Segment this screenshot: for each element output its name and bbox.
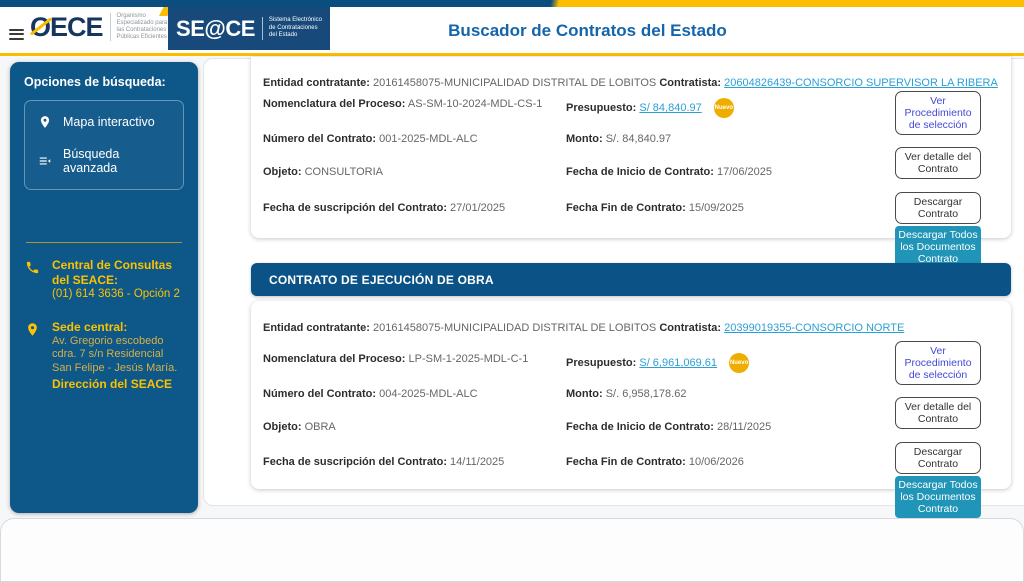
address-title: Sede central: (52, 320, 128, 334)
view-procedure-button[interactable]: Ver Procedimiento de selección (895, 341, 981, 385)
download-contract-button[interactable]: Descargar Contrato (895, 442, 981, 474)
sidebar-item-label: Búsqueda avanzada (63, 147, 120, 175)
object-value: CONSULTORIA (304, 166, 384, 178)
end-date-label: Fecha Fin de Contrato: (566, 202, 686, 214)
contractor-link[interactable]: 20399019355-CONSORCIO NORTE (724, 322, 905, 334)
phone-title: Central de Consultas del SEACE: (52, 258, 173, 287)
oece-logo-slash (29, 17, 53, 36)
amount-value: S/. 6,958,178.62 (605, 388, 687, 400)
contract-card-2: Entidad contratante: 20161458075-MUNICIP… (251, 301, 1011, 518)
end-date-label: Fecha Fin de Contrato: (566, 456, 686, 468)
signing-date-label: Fecha de suscripción del Contrato: (263, 202, 447, 214)
entity-label: Entidad contratante: (263, 77, 370, 89)
seace-logo-text: SE@CE (176, 15, 255, 41)
budget-link[interactable]: S/ 6,961,069.61 (639, 356, 718, 369)
contract-card-1: Entidad contratante: 20161458075-MUNICIP… (251, 57, 1011, 268)
seace-address-link[interactable]: Dirección del SEACE (52, 377, 173, 391)
object-value: OBRA (304, 421, 336, 433)
budget-link[interactable]: S/ 84,840.97 (639, 101, 702, 114)
phone-contact: Central de Consultas del SEACE: (01) 614… (24, 258, 184, 302)
header-divider (0, 53, 1024, 56)
new-badge: Nuevo (713, 98, 734, 118)
map-pin-icon (40, 116, 50, 128)
start-date-value: 17/06/2025 (716, 166, 773, 178)
oece-tagline: Organismo Especializado para las Contrat… (109, 13, 167, 41)
object-start-row: Objeto: OBRA Fecha de Inicio de Contrato… (263, 421, 771, 433)
location-pin-icon (25, 320, 41, 391)
contract-type-banner: CONTRATO DE EJECUCIÓN DE OBRA (251, 263, 1011, 296)
end-date-value: 10/06/2026 (688, 456, 744, 468)
number-amount-row: Número del Contrato: 001-2025-MDL-ALC Mo… (263, 133, 671, 145)
menu-icon[interactable] (9, 26, 24, 42)
seace-tagline: Sistema Electrónico de Contrataciones de… (261, 17, 322, 40)
address-lines: Av. Gregorio escobedo cdra. 7 s/n Reside… (52, 334, 178, 374)
amount-label: Monto: (566, 388, 603, 400)
object-label: Objeto: (263, 421, 302, 433)
phone-icon (25, 258, 41, 302)
budget-label: Presupuesto: (566, 356, 637, 369)
contractor-label: Contratista: (659, 322, 722, 334)
download-contract-button[interactable]: Descargar Contrato (895, 192, 981, 224)
seace-logo: SE@CE Sistema Electrónico de Contratacio… (168, 7, 330, 50)
process-value: LP-SM-1-2025-MDL-C-1 (408, 353, 529, 365)
start-date-value: 28/11/2025 (716, 421, 772, 433)
sidebar: Opciones de búsqueda: Mapa interactivo B… (10, 62, 198, 513)
signing-end-row: Fecha de suscripción del Contrato: 27/01… (263, 202, 744, 214)
contractor-label: Contratista: (659, 77, 722, 89)
view-contract-detail-button[interactable]: Ver detalle del Contrato (895, 397, 981, 429)
sidebar-item-label: Mapa interactivo (63, 115, 155, 129)
signing-end-row: Fecha de suscripción del Contrato: 14/11… (263, 456, 744, 468)
sidebar-item-interactive-map[interactable]: Mapa interactivo (25, 106, 183, 138)
search-options-title: Opciones de búsqueda: (24, 75, 166, 89)
advanced-search-icon (39, 157, 51, 165)
process-budget-row: Nomenclatura del Proceso: AS-SM-10-2024-… (263, 98, 891, 118)
main-area: Opciones de búsqueda: Mapa interactivo B… (0, 56, 1024, 582)
signing-date-value: 27/01/2025 (450, 202, 506, 214)
search-options-panel: Mapa interactivo Búsqueda avanzada (24, 100, 184, 190)
top-accent-strip (0, 0, 1024, 7)
contract-number-label: Número del Contrato: (263, 388, 377, 400)
page-title: Buscador de Contratos del Estado (448, 21, 727, 40)
process-value: AS-SM-10-2024-MDL-CS-1 (407, 98, 543, 110)
contract-number-value: 004-2025-MDL-ALC (379, 388, 478, 400)
amount-value: S/. 84,840.97 (605, 133, 672, 145)
results-container: Entidad contratante: 20161458075-MUNICIP… (203, 57, 1024, 518)
process-budget-row: Nomenclatura del Proceso: LP-SM-1-2025-M… (263, 353, 891, 373)
start-date-label: Fecha de Inicio de Contrato: (566, 421, 714, 433)
download-all-documents-button[interactable]: Descargar Todos los Documentos Contrato (895, 226, 981, 268)
view-procedure-button[interactable]: Ver Procedimiento de selección (895, 91, 981, 135)
entity-value: 20161458075-MUNICIPALIDAD DISTRITAL DE L… (373, 77, 657, 89)
object-start-row: Objeto: CONSULTORIA Fecha de Inicio de C… (263, 166, 772, 178)
entity-value: 20161458075-MUNICIPALIDAD DISTRITAL DE L… (373, 322, 657, 334)
new-badge: Nuevo (729, 353, 750, 373)
card-actions: Ver Procedimiento de selección Ver detal… (894, 91, 982, 268)
download-all-documents-button[interactable]: Descargar Todos los Documentos Contrato (895, 476, 981, 518)
entity-label: Entidad contratante: (263, 322, 370, 334)
object-label: Objeto: (263, 166, 302, 178)
end-date-value: 15/09/2025 (688, 202, 744, 214)
contract-number-value: 001-2025-MDL-ALC (379, 133, 478, 145)
signing-date-value: 14/11/2025 (450, 456, 505, 468)
start-date-label: Fecha de Inicio de Contrato: (566, 166, 714, 178)
signing-date-label: Fecha de suscripción del Contrato: (263, 456, 447, 468)
budget-label: Presupuesto: (566, 101, 637, 114)
amount-label: Monto: (566, 133, 603, 145)
process-label: Nomenclatura del Proceso: (263, 98, 406, 110)
card-actions: Ver Procedimiento de selección Ver detal… (894, 341, 982, 518)
contract-number-label: Número del Contrato: (263, 133, 377, 145)
oece-logo: OECE Organismo Especializado para las Co… (29, 12, 167, 42)
next-section-container (0, 518, 1024, 582)
sidebar-divider (26, 242, 182, 243)
number-amount-row: Número del Contrato: 004-2025-MDL-ALC Mo… (263, 388, 686, 400)
phone-number: (01) 614 3636 - Opción 2 (52, 288, 180, 300)
seace-corner-accent (159, 7, 172, 16)
entity-contractor-row: Entidad contratante: 20161458075-MUNICIP… (263, 322, 904, 334)
address-contact: Sede central: Av. Gregorio escobedo cdra… (24, 320, 184, 391)
contractor-link[interactable]: 20604826439-CONSORCIO SUPERVISOR LA RIBE… (724, 77, 998, 89)
oece-logo-text: OECE (29, 12, 104, 42)
view-contract-detail-button[interactable]: Ver detalle del Contrato (895, 147, 981, 179)
process-label: Nomenclatura del Proceso: (263, 353, 406, 365)
entity-contractor-row: Entidad contratante: 20161458075-MUNICIP… (263, 77, 998, 89)
sidebar-item-advanced-search[interactable]: Búsqueda avanzada (25, 138, 183, 184)
